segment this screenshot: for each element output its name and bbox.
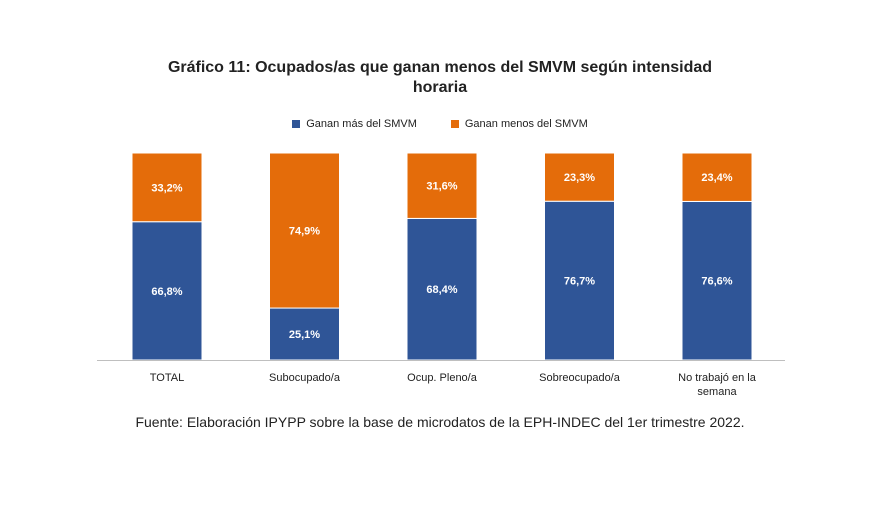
x-tick-label: semana <box>697 386 737 398</box>
legend-label-ganan-menos: Ganan menos del SMVM <box>464 118 588 130</box>
data-label: 68,4% <box>426 284 457 296</box>
data-label: 66,8% <box>151 286 182 298</box>
bar-segment-ganan-menos <box>131 152 203 223</box>
data-label: 23,3% <box>564 172 595 184</box>
legend-item-ganan-menos: Ganan menos del SMVM <box>450 118 588 130</box>
bar-segment-ganan-menos <box>406 152 478 219</box>
legend-label-ganan-mas: Ganan más del SMVM <box>306 118 417 130</box>
bar-segment-ganan-menos <box>269 152 340 309</box>
bar-segment-ganan-menos <box>544 152 615 202</box>
data-label: 23,4% <box>701 172 732 184</box>
legend-swatch-ganan-menos <box>450 120 459 128</box>
source-note: Fuente: Elaboración IPYPP sobre la base … <box>135 414 745 430</box>
data-label: 76,6% <box>701 276 732 288</box>
bar-segment-ganan-mas <box>681 200 753 361</box>
chart-legend: Ganan más del SMVM Ganan menos del SMVM <box>0 118 880 130</box>
data-label: 25,1% <box>289 329 320 341</box>
data-label: 33,2% <box>151 182 182 194</box>
bar-segment-ganan-menos <box>681 152 753 202</box>
x-tick-label: Subocupado/a <box>269 372 341 384</box>
data-label: 74,9% <box>289 226 320 238</box>
x-tick-label: TOTAL <box>150 372 184 384</box>
chart-title: Gráfico 11: Ocupados/as que ganan menos … <box>0 58 880 98</box>
x-tick-label: No trabajó en la <box>678 372 757 384</box>
bar-segment-ganan-mas <box>544 200 615 361</box>
legend-item-ganan-mas: Ganan más del SMVM <box>292 118 417 130</box>
chart-title-line-2: horaria <box>412 79 468 96</box>
data-label: 31,6% <box>426 181 457 193</box>
x-tick-label: Sobreocupado/a <box>539 372 621 384</box>
legend-swatch-ganan-mas <box>292 120 301 128</box>
data-label: 76,7% <box>564 276 595 288</box>
chart-title-line-1: Gráfico 11: Ocupados/as que ganan menos … <box>167 59 713 76</box>
x-tick-label: Ocup. Pleno/a <box>407 372 478 384</box>
